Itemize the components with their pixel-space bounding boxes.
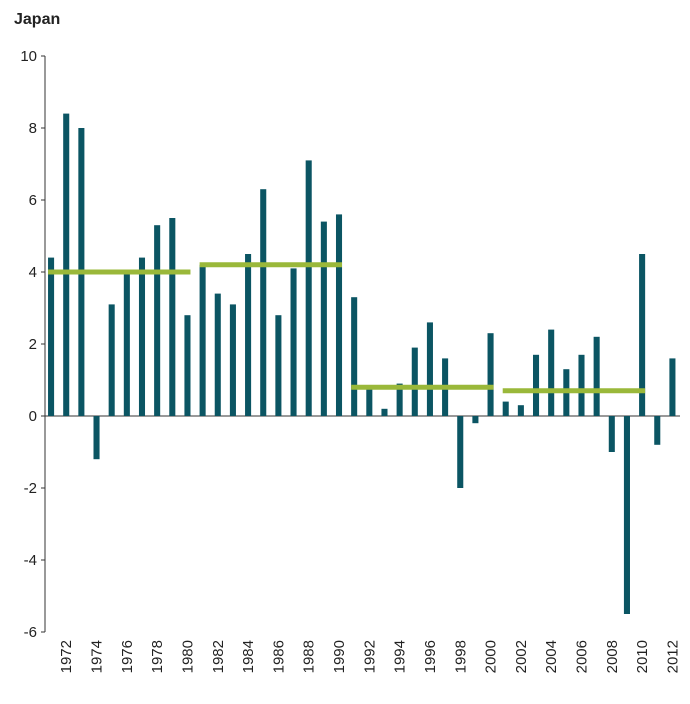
bar (63, 113, 70, 416)
bar (290, 268, 297, 416)
bar (320, 221, 327, 416)
x-tick-label: 2000 (483, 640, 500, 673)
y-tick-label: 2 (29, 336, 37, 353)
bar (335, 214, 343, 416)
bar (229, 304, 236, 416)
x-tick-label: 1988 (301, 640, 318, 673)
bar (426, 322, 433, 416)
y-tick-label: 4 (29, 264, 37, 281)
bar (654, 416, 661, 445)
bar (608, 416, 615, 452)
bar (138, 257, 146, 416)
x-tick-label: 1978 (149, 640, 166, 673)
y-tick-label: 10 (20, 48, 37, 65)
x-tick-label: 1998 (452, 640, 469, 673)
bar (532, 354, 540, 416)
bar (623, 416, 630, 614)
x-tick-label: 1982 (210, 640, 227, 673)
x-tick-label: 1984 (240, 640, 257, 673)
y-tick-label: 6 (29, 192, 37, 209)
x-tick-label: 1990 (331, 640, 348, 673)
y-tick-label: -4 (24, 552, 37, 569)
bar (639, 254, 646, 416)
bar (275, 315, 282, 416)
bar (411, 347, 418, 416)
x-tick-label: 1996 (422, 640, 439, 673)
x-tick-label: 1986 (270, 640, 287, 673)
x-tick-label: 1992 (361, 640, 378, 673)
bar (214, 293, 221, 416)
bar (93, 416, 100, 460)
bar (548, 329, 555, 416)
y-tick-label: 8 (29, 120, 37, 137)
bar (517, 405, 524, 416)
bar (669, 358, 676, 416)
bar (472, 416, 479, 424)
x-tick-label: 1972 (58, 640, 75, 673)
bar (260, 189, 267, 416)
bar (366, 387, 373, 416)
x-tick-label: 2004 (543, 640, 560, 673)
x-tick-label: 1994 (392, 640, 409, 673)
bar (305, 160, 312, 416)
bar (593, 336, 600, 416)
bar (487, 333, 494, 416)
bar (245, 254, 252, 416)
x-tick-label: 1976 (119, 640, 136, 673)
bar (457, 416, 464, 488)
bar (108, 304, 115, 416)
bar (381, 408, 388, 416)
x-tick-label: 2002 (513, 640, 530, 673)
y-tick-label: -2 (24, 480, 37, 497)
bar (154, 225, 161, 416)
bar (578, 354, 585, 416)
bar (351, 297, 358, 416)
bar (169, 218, 176, 416)
bar (199, 264, 206, 416)
x-tick-label: 2006 (573, 640, 590, 673)
chart-title: Japan (14, 11, 60, 28)
x-tick-label: 2012 (664, 640, 681, 673)
y-tick-label: 0 (29, 408, 37, 425)
x-tick-label: 2008 (604, 640, 621, 673)
bar (396, 383, 403, 416)
bar (48, 257, 55, 416)
x-tick-label: 1974 (89, 640, 106, 673)
bar (502, 401, 509, 416)
bar (123, 272, 130, 416)
bar (184, 315, 191, 416)
y-tick-label: -6 (24, 624, 37, 641)
x-tick-label: 2010 (634, 640, 651, 673)
x-tick-label: 1980 (179, 640, 196, 673)
